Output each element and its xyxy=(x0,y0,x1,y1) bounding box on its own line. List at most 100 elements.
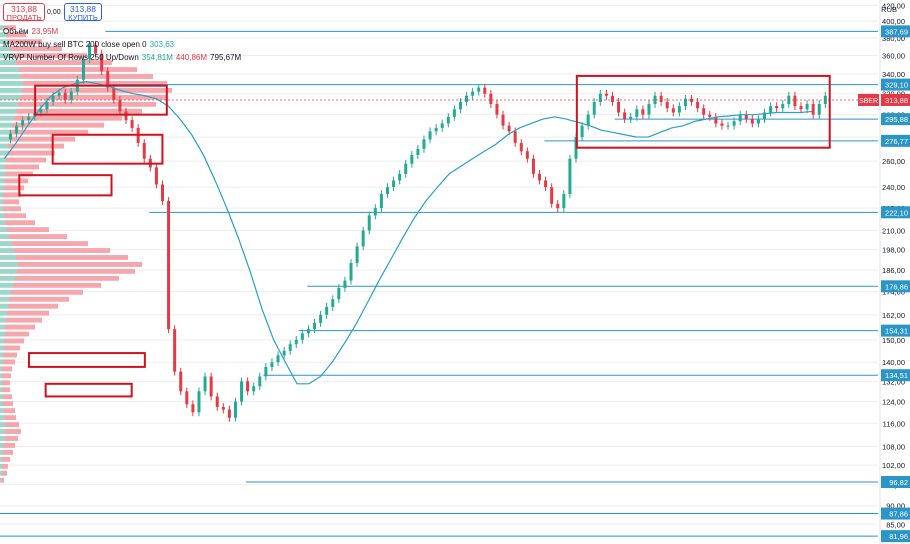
volume-profile-up-bar xyxy=(0,220,5,226)
ma-line xyxy=(3,81,813,385)
volume-profile-up-bar xyxy=(0,380,2,386)
price-candle-body xyxy=(744,114,748,120)
price-candle-body xyxy=(233,401,237,418)
volume-legend[interactable]: Объём 23,95M xyxy=(3,27,58,36)
volume-profile-down-bar xyxy=(7,227,49,233)
price-candle-body xyxy=(586,114,590,126)
annotation-box xyxy=(34,84,168,116)
price-candle-body xyxy=(690,98,694,102)
price-axis-tick-label: 124,00 xyxy=(882,398,905,407)
ticker-label: SBER xyxy=(859,98,878,105)
volume-profile-up-bar xyxy=(0,206,3,212)
price-axis-tick-label: 340,00 xyxy=(882,70,905,79)
volume-profile-down-bar xyxy=(3,352,17,358)
price-candle-body xyxy=(142,142,146,159)
volume-profile-up-bar xyxy=(0,164,5,170)
last-price-label: 313,88 xyxy=(885,96,908,105)
volume-profile-up-bar xyxy=(0,185,4,191)
volume-profile-up-bar xyxy=(0,470,2,476)
price-candle-body xyxy=(544,180,548,188)
volume-profile-up-bar xyxy=(0,199,3,205)
price-axis-tick-label: 85,00 xyxy=(886,520,905,529)
price-candle-body xyxy=(45,101,49,110)
price-candle-body xyxy=(756,119,760,124)
price-candle-body xyxy=(623,112,627,120)
sell-button[interactable]: 313,88 ПРОДАТЬ xyxy=(3,3,45,21)
price-candle-body xyxy=(39,109,43,113)
level-price-label: 134,51 xyxy=(885,371,908,380)
price-candle-body xyxy=(258,376,262,387)
volume-profile-up-bar xyxy=(0,429,5,434)
vrvp-legend[interactable]: VRVP Number Of Rows 250 Up/Down 354,81M 44… xyxy=(3,53,241,62)
volume-profile-down-bar xyxy=(2,470,7,476)
price-candle-body xyxy=(319,314,323,323)
price-candle-body xyxy=(580,125,584,138)
price-candle-body xyxy=(489,93,493,105)
volume-profile-up-bar xyxy=(0,192,3,198)
volume-profile-up-bar xyxy=(0,108,16,114)
volume-profile-down-bar xyxy=(5,164,39,170)
price-candle-body xyxy=(404,163,408,174)
volume-profile-down-bar xyxy=(2,387,10,393)
price-candle-body xyxy=(94,44,98,54)
price-candle-body xyxy=(677,106,681,113)
price-candle-body xyxy=(769,106,773,113)
price-candle-body xyxy=(817,104,821,115)
price-candle-body xyxy=(373,208,377,216)
price-candle-body xyxy=(471,91,475,96)
price-candle-body xyxy=(197,391,201,413)
volume-profile-up-bar xyxy=(0,359,3,365)
price-candle-body xyxy=(562,193,566,209)
level-price-tag xyxy=(881,507,910,520)
price-candle-body xyxy=(306,329,310,334)
volume-profile-up-bar xyxy=(0,60,16,65)
price-candle-body xyxy=(653,95,657,105)
ma-legend[interactable]: MA200W buy sell BTC 200 close open 0 303,… xyxy=(3,40,174,49)
price-candle-body xyxy=(264,366,268,377)
volume-profile-down-bar xyxy=(13,53,87,59)
price-candle-body xyxy=(367,215,371,231)
sell-label: ПРОДАТЬ xyxy=(6,12,42,22)
volume-profile-up-bar xyxy=(0,296,9,302)
volume-profile-up-bar xyxy=(0,387,2,393)
price-candle-body xyxy=(440,123,444,128)
volume-profile-down-bar xyxy=(6,317,42,323)
price-axis-tick-label: 140,00 xyxy=(882,358,905,367)
price-axis-tick-label: 210,00 xyxy=(882,227,905,236)
volume-profile-up-bar xyxy=(0,338,4,344)
price-candle-body xyxy=(124,111,128,121)
volume-profile-up-bar xyxy=(0,422,5,427)
volume-profile-down-bar xyxy=(13,282,101,288)
price-axis-tick-label: 420,00 xyxy=(882,1,905,10)
sell-price: 313,88 xyxy=(11,4,37,14)
volume-profile-up-bar xyxy=(0,463,2,469)
price-candle-body xyxy=(209,376,213,397)
volume-profile-up-bar xyxy=(0,415,4,421)
level-price-tag xyxy=(881,324,910,337)
volume-profile-up-bar xyxy=(0,303,8,309)
volume-profile-up-bar xyxy=(0,213,4,219)
price-candle-body xyxy=(154,167,158,185)
volume-profile-up-bar xyxy=(0,32,6,38)
price-candle-body xyxy=(15,125,19,134)
buy-button[interactable]: 313,88 КУПИТЬ xyxy=(64,3,102,21)
annotation-box xyxy=(27,352,146,368)
price-candle-body xyxy=(398,173,402,181)
price-candle-body xyxy=(635,109,639,117)
price-candle-body xyxy=(647,104,651,115)
currency-label[interactable]: RUB xyxy=(881,5,897,14)
price-candle-body xyxy=(276,355,280,363)
last-price-tag xyxy=(881,93,910,106)
level-price-label: 176,86 xyxy=(885,282,908,291)
volume-profile-down-bar xyxy=(9,234,67,240)
volume-profile-up-bar xyxy=(0,87,22,93)
volume-profile-up-bar xyxy=(0,456,2,462)
level-price-label: 222,10 xyxy=(885,208,908,217)
volume-profile-up-bar xyxy=(0,449,3,455)
price-axis-tick-label: 90,00 xyxy=(886,502,905,511)
buy-label: КУПИТЬ xyxy=(68,12,98,22)
price-candle-body xyxy=(27,116,31,121)
price-candle-body xyxy=(781,104,785,109)
volume-profile-up-bar xyxy=(0,53,13,59)
